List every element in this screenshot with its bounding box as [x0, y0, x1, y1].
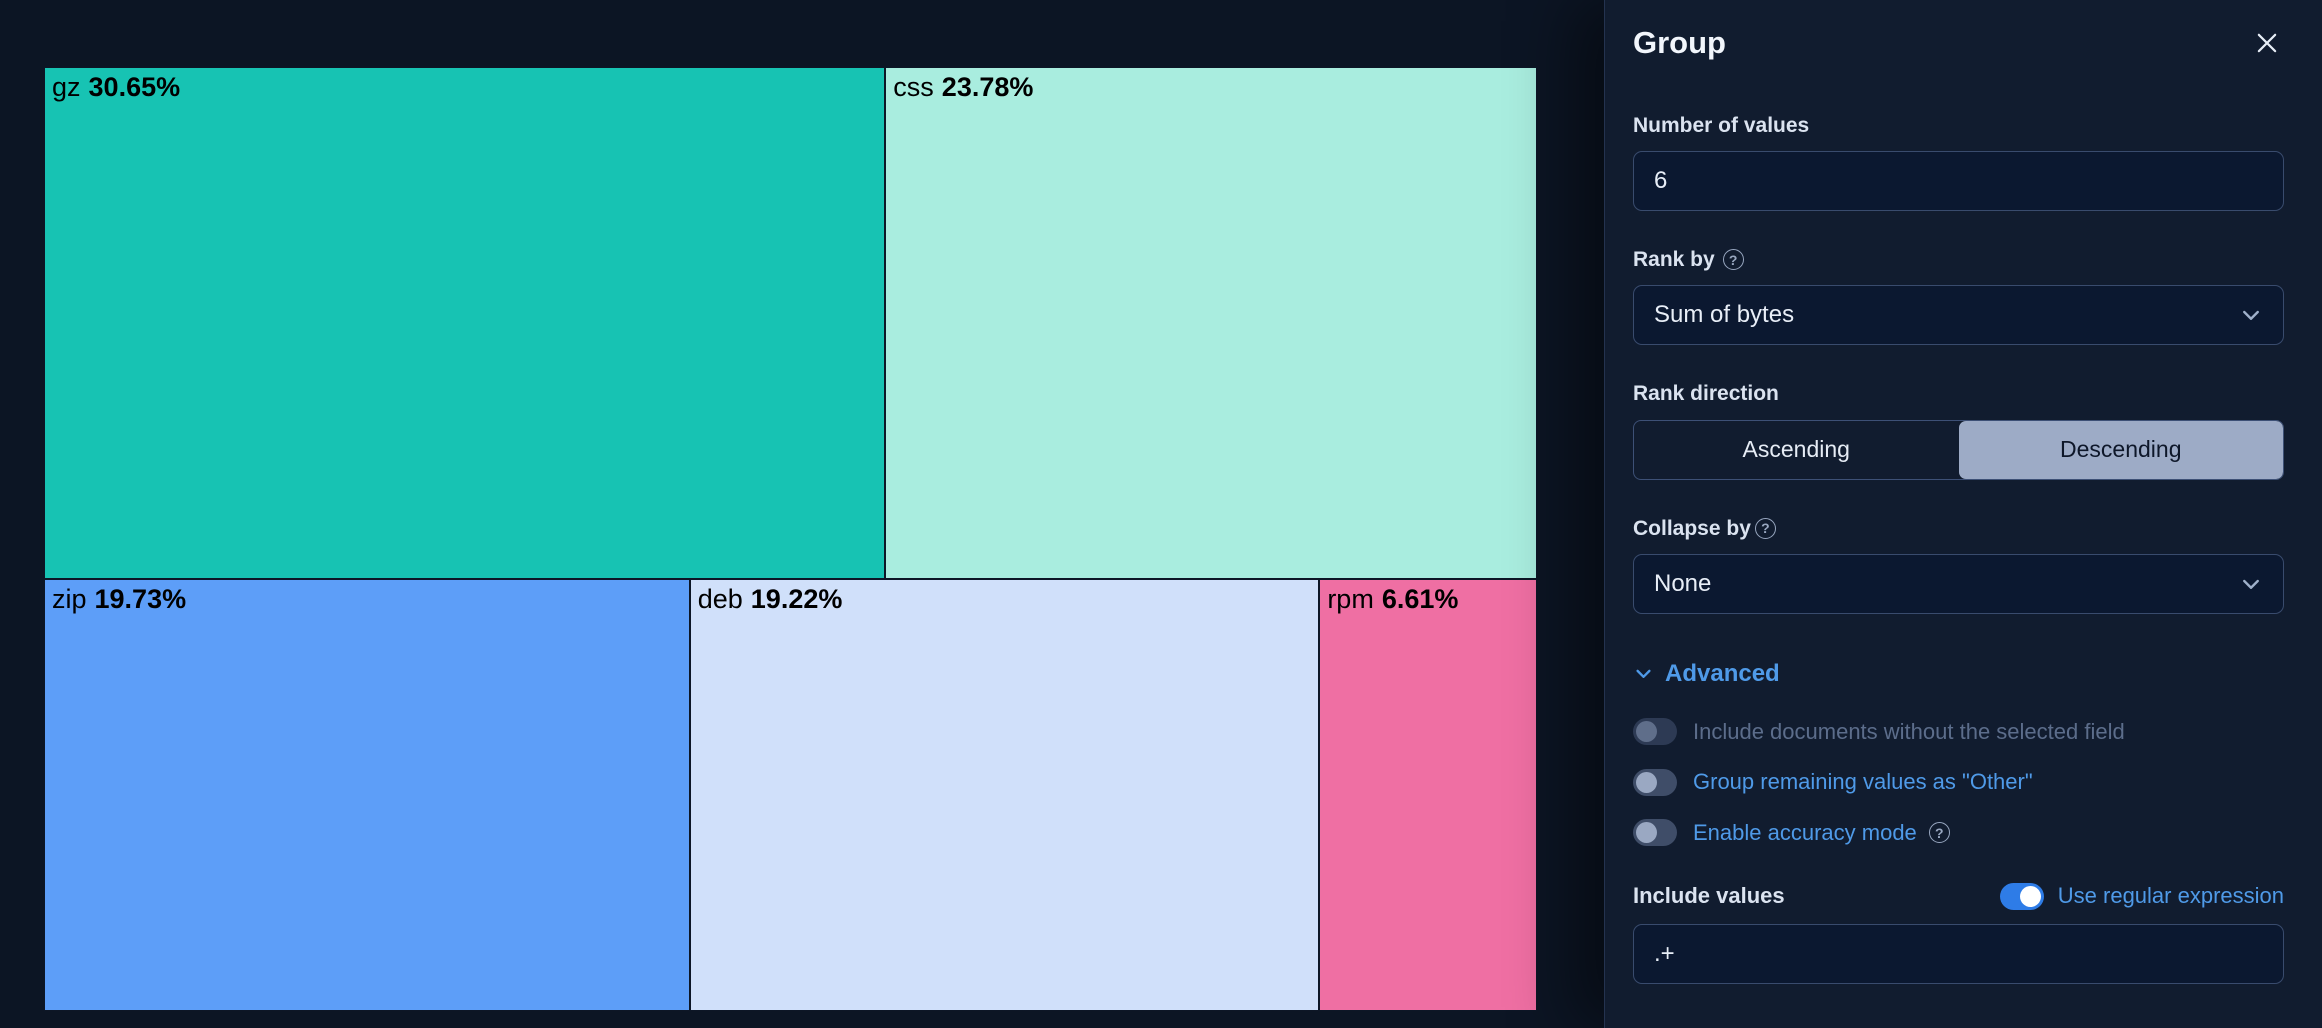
toggle-row: Group remaining values as "Other"	[1633, 768, 2284, 796]
toggle-row: Enable accuracy mode	[1633, 819, 2284, 847]
switch-knob	[2019, 885, 2041, 907]
treemap-cell-gz[interactable]: gz 30.65%	[44, 67, 886, 579]
number-of-values-row: Number of values	[1633, 113, 2284, 212]
treemap-cell-label: deb 19.22%	[698, 583, 843, 617]
slice-name: gz	[52, 72, 81, 102]
chevron-down-icon	[2243, 579, 2259, 589]
collapse-by-value: None	[1654, 569, 1712, 597]
toggle-label: Enable accuracy mode	[1693, 819, 1917, 845]
include-values-label: Include values	[1633, 882, 1785, 908]
regex-toggle-wrap: Use regular expression	[1999, 882, 2284, 910]
toggle-group-remaining-other[interactable]	[1633, 768, 1677, 796]
collapse-by-row: Collapse by None	[1633, 516, 2284, 614]
help-icon[interactable]	[1722, 249, 1744, 271]
advanced-label: Advanced	[1665, 659, 1780, 687]
treemap-cell-label: gz 30.65%	[52, 71, 180, 105]
slice-name: deb	[697, 583, 743, 614]
toggle-label: Include documents without the selected f…	[1693, 718, 2125, 744]
slice-name: zip	[52, 583, 87, 614]
toggle-enable-accuracy-mode[interactable]	[1633, 819, 1677, 846]
include-values-row: Include values Use regular expression	[1633, 882, 2284, 910]
advanced-accordion[interactable]: Advanced	[1633, 660, 1780, 688]
rank-by-value: Sum of bytes	[1654, 301, 1795, 329]
use-regex-label: Use regular expression	[2057, 883, 2284, 909]
switch-knob	[1636, 771, 1657, 793]
toggle-include-docs-without-field[interactable]	[1633, 718, 1677, 745]
rank-by-select[interactable]: Sum of bytes	[1633, 285, 2284, 346]
slice-percent: 23.78%	[941, 72, 1034, 102]
rank-direction-label: Rank direction	[1633, 382, 1779, 406]
toggle-row: Include documents without the selected f…	[1633, 718, 2284, 746]
treemap-cell-deb[interactable]: deb 19.22%	[689, 578, 1320, 1011]
collapse-by-label: Collapse by	[1633, 516, 1751, 540]
flyout-title: Group	[1633, 25, 1726, 60]
rank-direction-group: Ascending Descending	[1633, 419, 2284, 480]
treemap-cell-label: css 23.78%	[893, 71, 1033, 105]
rank-by-label: Rank by	[1633, 248, 1715, 272]
treemap-cell-rpm[interactable]: rpm 6.61%	[1319, 578, 1537, 1011]
close-icon	[2257, 33, 2277, 53]
slice-percent: 19.22%	[750, 583, 843, 614]
descending-button[interactable]: Descending	[1958, 420, 2283, 479]
chevron-down-icon	[1636, 669, 1651, 679]
slice-percent: 30.65%	[88, 72, 181, 102]
slice-percent: 6.61%	[1381, 583, 1459, 614]
slice-percent: 19.73%	[94, 583, 187, 614]
ascending-button[interactable]: Ascending	[1634, 421, 1959, 479]
close-button[interactable]	[2250, 26, 2284, 63]
treemap-cell-zip[interactable]: zip 19.73%	[44, 578, 690, 1011]
include-values-input[interactable]	[1633, 923, 2284, 984]
chevron-down-icon	[2243, 311, 2259, 321]
help-icon[interactable]	[1754, 517, 1776, 539]
toggle-use-regex[interactable]	[1999, 882, 2044, 910]
collapse-by-select[interactable]: None	[1633, 553, 2284, 614]
number-of-values-input[interactable]	[1633, 151, 2284, 212]
treemap-cell-label: zip 19.73%	[52, 583, 186, 617]
number-of-values-label: Number of values	[1633, 114, 1810, 137]
treemap-chart: gz 30.65% css 23.78% zip 19.73% deb 19.22% r…	[44, 67, 1537, 1011]
treemap-cell-css[interactable]: css 23.78%	[885, 67, 1537, 579]
treemap-cell-label: rpm 6.61%	[1327, 583, 1458, 617]
flyout-header: Group	[1633, 24, 2284, 63]
slice-name: rpm	[1327, 583, 1374, 614]
rank-direction-row: Rank direction Ascending Descending	[1633, 381, 2284, 480]
help-icon[interactable]	[1928, 822, 1950, 843]
switch-knob	[1636, 822, 1657, 843]
toggle-label: Group remaining values as "Other"	[1693, 769, 2033, 795]
switch-knob	[1636, 721, 1657, 742]
rank-by-row: Rank by Sum of bytes	[1633, 247, 2284, 346]
group-flyout: Group Number of values Rank by Sum of by…	[1604, 0, 2322, 1028]
slice-name: css	[893, 72, 934, 102]
